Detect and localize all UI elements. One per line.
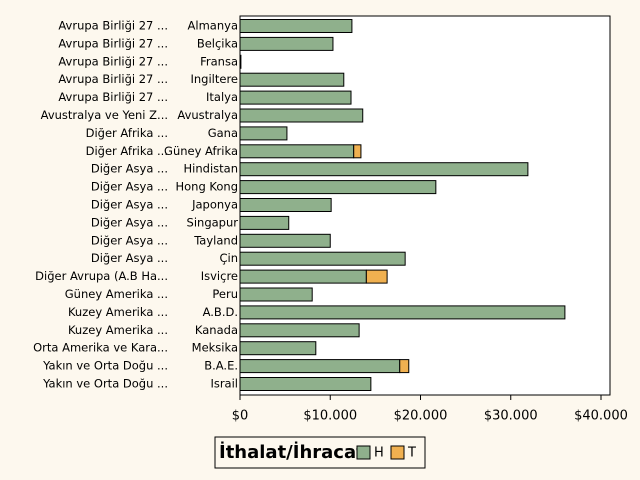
- category-label: Ingiltere: [190, 72, 238, 86]
- group-label: Yakın ve Orta Doğu ...: [42, 377, 168, 391]
- group-label: Avrupa Birliği 27 ...: [58, 54, 168, 68]
- bar: [239, 108, 364, 123]
- legend-label: H: [374, 446, 384, 461]
- bar: [239, 198, 332, 212]
- group-label: Avustralya ve Yeni Z...: [41, 108, 168, 122]
- bar: [239, 269, 367, 284]
- x-tick-label: $30.000: [484, 409, 538, 424]
- bar: [365, 269, 388, 284]
- bar: [239, 359, 401, 374]
- bar: [239, 54, 242, 69]
- category-label: Gana: [208, 126, 238, 140]
- bar: [239, 72, 345, 87]
- bar: [239, 126, 288, 141]
- category-label: Peru: [212, 287, 238, 301]
- category-label: Isviçre: [201, 269, 238, 283]
- bar: [239, 287, 313, 302]
- group-label: Diğer Asya ...: [91, 251, 168, 265]
- bar: [239, 19, 353, 33]
- bar: [239, 323, 360, 338]
- bar: [239, 36, 334, 51]
- category-label: Japonya: [191, 198, 238, 212]
- group-label: Diğer Asya ...: [91, 215, 168, 229]
- x-tick-label: $40.000: [574, 409, 628, 424]
- group-label: Diğer Asya ...: [91, 233, 168, 247]
- category-label: Meksika: [192, 341, 238, 355]
- bar: [239, 215, 290, 230]
- legend-label: T: [407, 446, 416, 461]
- bar: [239, 233, 331, 248]
- bar: [239, 90, 352, 105]
- category-label: Almanya: [188, 19, 238, 33]
- bar: [239, 144, 355, 159]
- category-label: A.B.D.: [203, 305, 238, 319]
- bar: [239, 377, 372, 391]
- group-label: Diğer Afrika ...: [86, 126, 168, 140]
- bar: [239, 251, 406, 266]
- category-label: Avustralya: [177, 108, 238, 122]
- bar: [239, 180, 437, 195]
- group-label: Diğer Asya ...: [91, 198, 168, 212]
- group-label: Avrupa Birliği 27 ...: [58, 72, 168, 86]
- group-label: Diğer Afrika ...: [86, 144, 168, 158]
- x-tick-label: $20.000: [394, 409, 448, 424]
- category-label: Belçika: [197, 36, 238, 50]
- group-label: Avrupa Birliği 27 ...: [58, 19, 168, 33]
- category-label: Kanada: [195, 323, 238, 337]
- legend-swatch: [390, 445, 405, 460]
- category-label: Israil: [210, 377, 238, 391]
- x-tick-label: $10.000: [303, 409, 357, 424]
- bar: [239, 305, 566, 320]
- legend-title: İthalat/İhracat: [219, 441, 365, 463]
- x-tick-label: $0: [232, 409, 249, 424]
- category-label: Çin: [219, 251, 238, 265]
- group-label: Diğer Asya ...: [91, 180, 168, 194]
- legend-swatch: [356, 445, 371, 460]
- legend: [214, 436, 426, 469]
- bar: [239, 162, 529, 177]
- group-label: Orta Amerika ve Kara...: [33, 341, 168, 355]
- bar: [353, 144, 362, 159]
- category-label: Güney Afrika: [164, 144, 238, 158]
- group-label: Diğer Avrupa (A.B Ha...: [35, 269, 168, 283]
- group-label: Diğer Asya ...: [91, 162, 168, 176]
- group-label: Kuzey Amerika ...: [68, 305, 168, 319]
- category-label: Fransa: [200, 54, 238, 68]
- group-label: Kuzey Amerika ...: [68, 323, 168, 337]
- group-label: Avrupa Birliği 27 ...: [58, 90, 168, 104]
- group-label: Güney Amerika ...: [65, 287, 168, 301]
- bar: [399, 359, 410, 374]
- category-label: Hong Kong: [175, 180, 238, 194]
- category-label: Hindistan: [184, 162, 238, 176]
- category-label: Singapur: [187, 215, 239, 229]
- category-label: Tayland: [193, 233, 238, 247]
- group-label: Yakın ve Orta Doğu ...: [42, 359, 168, 373]
- group-label: Avrupa Birliği 27 ...: [58, 36, 168, 50]
- category-label: Italya: [206, 90, 238, 104]
- bar: [239, 341, 317, 356]
- category-label: B.A.E.: [204, 359, 238, 373]
